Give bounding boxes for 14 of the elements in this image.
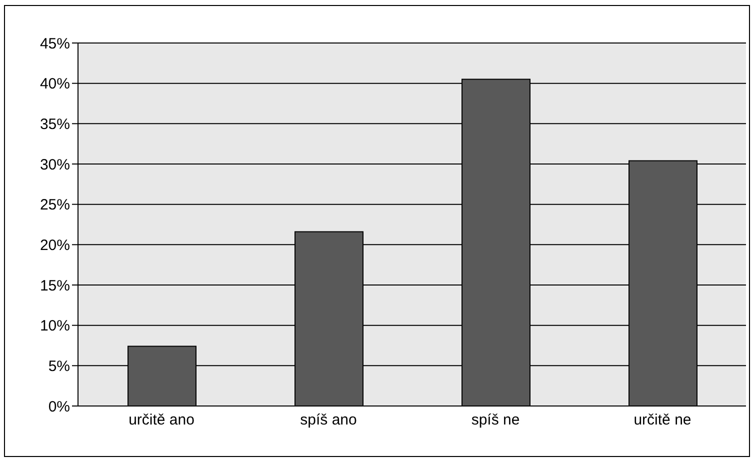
y-tick-label: 40% <box>40 76 70 93</box>
y-tick-label: 45% <box>40 35 70 52</box>
x-tick-label: spíš ne <box>471 412 520 429</box>
x-tick-label: určitě ano <box>128 412 194 429</box>
y-tick-label: 35% <box>40 116 70 133</box>
y-tick-label: 5% <box>48 358 70 375</box>
y-tick-label: 20% <box>40 236 70 254</box>
y-tick-label: 30% <box>40 156 70 174</box>
y-tick-label: 0% <box>48 398 70 416</box>
y-tick-label: 25% <box>40 196 70 214</box>
y-tick-label: 10% <box>40 318 70 335</box>
x-tick-label: spíš ano <box>300 412 357 429</box>
y-tick-label: 15% <box>40 277 70 294</box>
x-tick-label: určitě ne <box>634 412 692 429</box>
